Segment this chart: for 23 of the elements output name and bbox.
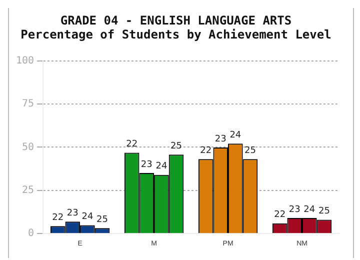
text: 23: [288, 204, 300, 215]
text: 22: [274, 210, 286, 220]
text: 25: [170, 141, 182, 152]
y-tick-label: 0: [28, 228, 34, 240]
y-tick-label: 100: [16, 55, 34, 66]
y-tick-label: 50: [22, 142, 34, 153]
chart-title: GRADE 04 - ENGLISH LANGUAGE ARTS: [60, 13, 292, 28]
y-tick-label: 75: [22, 98, 34, 110]
series-label: 22: [52, 213, 64, 224]
text: 25: [244, 146, 256, 156]
series-label: 25: [96, 214, 108, 225]
y-tick-label: 25: [22, 184, 34, 196]
chart-subtitle: Percentage of Students by Achievement Level: [20, 28, 332, 42]
text: 22: [126, 140, 138, 150]
text: 22: [200, 146, 212, 156]
text: 23: [214, 134, 226, 144]
series-label: 24: [82, 212, 94, 222]
series-label: 23: [66, 208, 78, 219]
text: 24: [304, 204, 316, 215]
text: 24: [156, 162, 168, 172]
text: 25: [318, 206, 330, 217]
text: 23: [140, 160, 152, 170]
text: 24: [230, 130, 242, 140]
